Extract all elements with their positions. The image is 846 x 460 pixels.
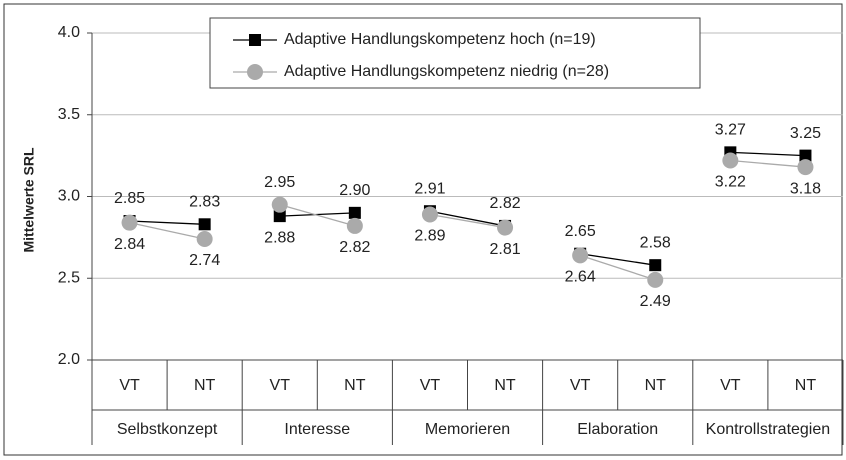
y-tick-label: 3.0	[58, 188, 80, 205]
legend-marker	[249, 34, 261, 46]
data-label: 2.89	[414, 228, 445, 245]
data-label: 2.74	[189, 252, 220, 269]
data-label: 2.81	[489, 241, 520, 258]
data-label: 2.58	[640, 234, 671, 251]
x-tick-label: NT	[194, 377, 216, 394]
marker	[121, 214, 138, 231]
x-tick-label: VT	[270, 377, 291, 394]
y-axis-title: Mittelwerte SRL	[21, 147, 37, 252]
marker	[196, 231, 213, 248]
data-label: 2.65	[565, 223, 596, 240]
data-label: 3.18	[790, 180, 821, 197]
series-line	[730, 159, 806, 168]
series-line	[579, 254, 656, 281]
x-tick-label: VT	[119, 377, 140, 394]
data-label: 3.27	[715, 122, 746, 139]
marker	[198, 218, 211, 231]
group-label: Kontrollstrategien	[706, 421, 831, 438]
series-line	[279, 212, 355, 217]
data-label: 2.88	[264, 229, 295, 246]
data-label: 2.82	[339, 239, 370, 256]
x-tick-label: VT	[720, 377, 741, 394]
marker	[647, 271, 664, 288]
frame	[3, 3, 843, 456]
marker	[572, 247, 589, 264]
series-line	[129, 222, 205, 240]
data-label: 2.82	[489, 195, 520, 212]
data-label: 2.49	[640, 293, 671, 310]
data-label: 2.90	[339, 182, 370, 199]
y-tick-label: 2.5	[58, 269, 80, 286]
marker	[273, 210, 286, 223]
group-label: Elaboration	[577, 421, 658, 438]
y-tick-label: 4.0	[58, 24, 80, 41]
legend-label: Adaptive Handlungskompetenz hoch (n=19)	[284, 31, 596, 48]
data-label: 3.25	[790, 125, 821, 142]
legend-marker	[247, 64, 263, 80]
marker	[649, 259, 662, 272]
legend-box	[209, 17, 701, 89]
data-label: 2.95	[264, 174, 295, 191]
marker	[799, 149, 812, 162]
group-label: Memorieren	[425, 421, 510, 438]
group-label: Selbstkonzept	[117, 421, 218, 438]
series-line	[429, 210, 506, 227]
series-line	[129, 220, 205, 225]
marker	[797, 159, 814, 176]
series-line	[429, 213, 506, 229]
y-tick-label: 3.5	[58, 106, 80, 123]
y-tick-label: 2.0	[58, 351, 80, 368]
data-label: 2.84	[114, 236, 145, 253]
legend-label: Adaptive Handlungskompetenz niedrig (n=2…	[284, 63, 609, 80]
series-line	[730, 151, 806, 157]
data-label: 3.22	[715, 174, 746, 191]
marker	[497, 219, 514, 236]
data-label: 2.85	[114, 190, 145, 207]
series-line	[580, 253, 656, 266]
group-label: Interesse	[284, 421, 350, 438]
marker	[421, 206, 438, 223]
data-label: 2.64	[565, 269, 596, 286]
x-tick-label: NT	[494, 377, 516, 394]
x-tick-label: NT	[344, 377, 366, 394]
x-tick-label: NT	[795, 377, 817, 394]
marker	[348, 206, 361, 219]
data-label: 2.83	[189, 194, 220, 211]
x-tick-label: NT	[645, 377, 667, 394]
x-tick-label: VT	[420, 377, 441, 394]
x-tick-label: VT	[570, 377, 591, 394]
data-label: 2.91	[414, 180, 445, 197]
series-line	[279, 204, 356, 227]
marker	[346, 217, 363, 234]
marker	[722, 152, 739, 169]
marker	[271, 196, 288, 213]
